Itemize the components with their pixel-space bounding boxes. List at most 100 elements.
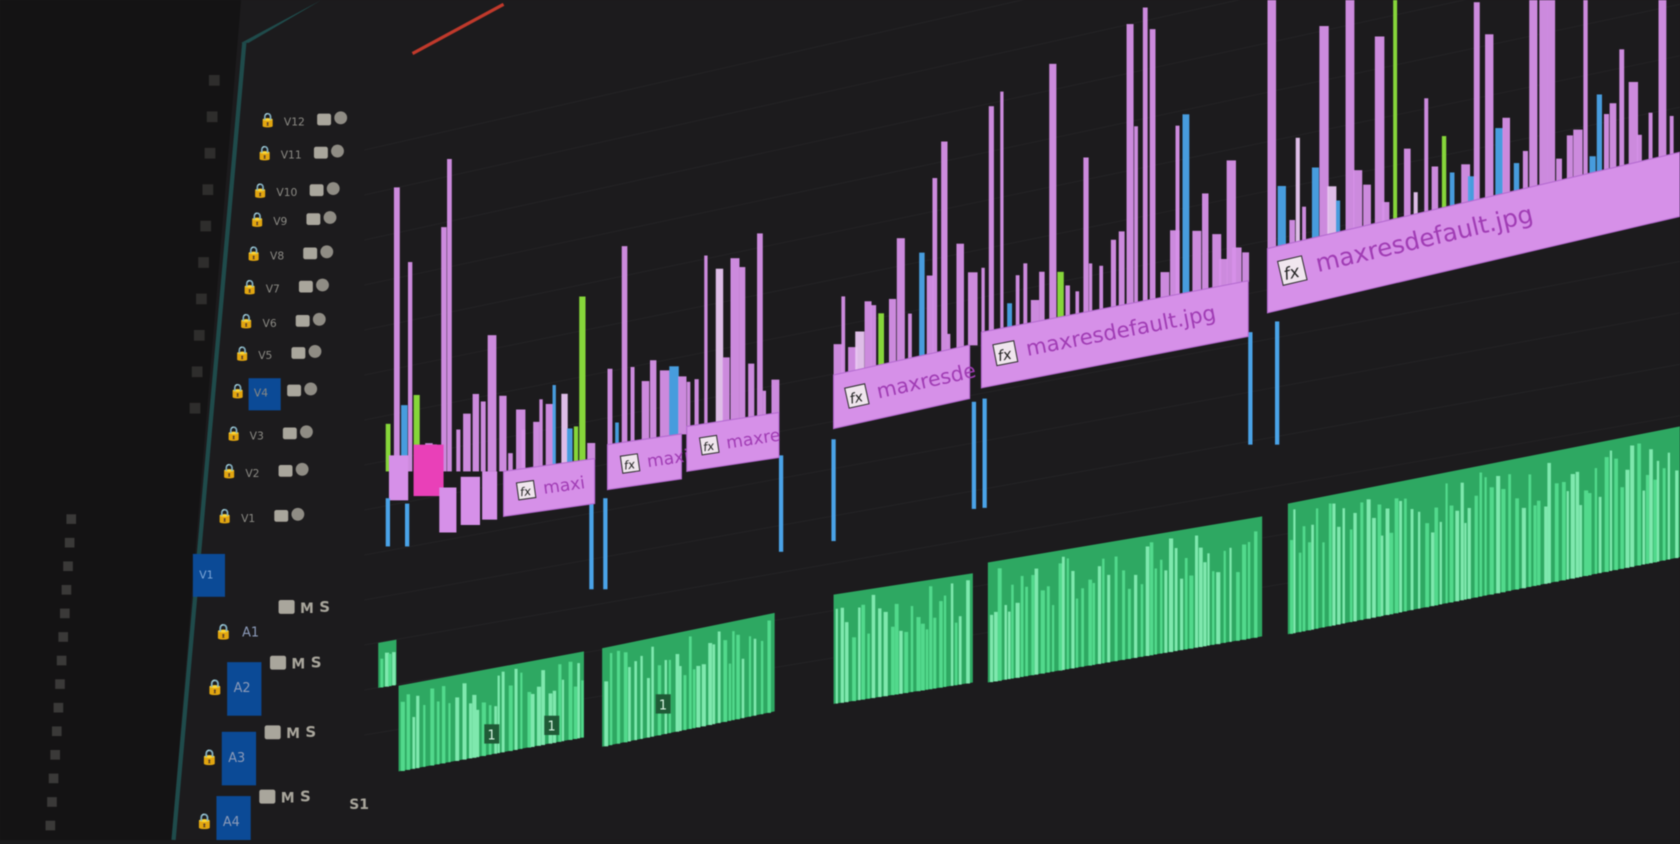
clip-stack-bar[interactable]: [1573, 130, 1582, 177]
sync-lock-icon[interactable]: [314, 147, 328, 159]
clip-stack-bar[interactable]: [1529, 0, 1537, 187]
sync-lock-icon[interactable]: [317, 114, 331, 126]
adjustment-marker[interactable]: [1275, 321, 1279, 444]
panel-tool-icon[interactable]: [46, 821, 56, 831]
eye-icon[interactable]: [327, 182, 340, 195]
clip-stack-bar[interactable]: [1442, 136, 1446, 208]
mute-button[interactable]: M: [281, 791, 295, 807]
clip-stack-bar[interactable]: [660, 370, 670, 437]
clip-stack-bar[interactable]: [473, 394, 479, 471]
clip-stack-bar[interactable]: [947, 334, 950, 350]
lock-icon[interactable]: 🔒: [245, 246, 262, 262]
lock-icon[interactable]: 🔒: [229, 383, 246, 399]
clip-stack-bar[interactable]: [533, 422, 539, 467]
clip-stack-bar[interactable]: [1296, 138, 1300, 242]
clip-stack-bar[interactable]: [615, 422, 619, 443]
clip-stack-bar[interactable]: [561, 394, 567, 463]
eye-icon[interactable]: [320, 245, 333, 258]
clip-stack-bar[interactable]: [1590, 156, 1596, 173]
clip-stack-bar[interactable]: [1382, 202, 1389, 222]
clip-stack-bar[interactable]: [897, 238, 905, 361]
clip-stack-bar[interactable]: [1089, 263, 1092, 311]
clip-stack-bar[interactable]: [1649, 113, 1653, 160]
solo-button[interactable]: S: [319, 598, 330, 616]
clip-stack-bar[interactable]: [1424, 98, 1428, 212]
clip-stack-bar[interactable]: [488, 335, 497, 471]
clip-stack-bar[interactable]: [567, 428, 573, 462]
panel-tool-icon[interactable]: [49, 774, 59, 784]
clip-stack-bar[interactable]: [723, 357, 730, 421]
clip-stack-bar[interactable]: [574, 426, 578, 461]
clip-stack-bar[interactable]: [1143, 8, 1148, 301]
clip-stack-bar[interactable]: [1192, 231, 1201, 292]
voice-over-icon[interactable]: [259, 790, 275, 804]
panel-tool-icon[interactable]: [55, 679, 65, 689]
panel-tool-icon[interactable]: [63, 561, 73, 571]
clip-stack-bar[interactable]: [1375, 36, 1385, 223]
clip-stack-bar[interactable]: [704, 256, 707, 424]
eye-icon[interactable]: [304, 383, 317, 396]
clip-stack-bar[interactable]: [1111, 240, 1116, 307]
adjustment-marker[interactable]: [589, 504, 593, 590]
clip-stack-bar[interactable]: [695, 379, 699, 425]
clip-stack-bar[interactable]: [1610, 103, 1617, 168]
solo-button[interactable]: S: [300, 787, 311, 805]
lock-icon[interactable]: 🔒: [225, 426, 242, 442]
clip-stack-bar[interactable]: [1336, 201, 1340, 233]
clip-stack-bar[interactable]: [1659, 0, 1667, 157]
lock-icon[interactable]: 🔒: [241, 279, 258, 295]
panel-tool-icon[interactable]: [54, 703, 64, 713]
clip-stack-bar[interactable]: [579, 297, 585, 461]
clip-stack-bar[interactable]: [1327, 186, 1336, 234]
clip-stack-bar[interactable]: [1031, 300, 1039, 323]
clip-stack-bar[interactable]: [1353, 170, 1362, 228]
eye-icon[interactable]: [316, 279, 329, 292]
eye-icon[interactable]: [313, 313, 326, 326]
clip-stack-bar[interactable]: [622, 246, 628, 442]
adjustment-marker[interactable]: [1248, 332, 1252, 445]
clip-stack-bar[interactable]: [408, 262, 412, 471]
clip-stack-bar[interactable]: [771, 380, 779, 414]
clip-stack-bar[interactable]: [642, 381, 650, 440]
solo-button[interactable]: S: [311, 654, 322, 672]
clip-stack-bar[interactable]: [631, 367, 635, 441]
clip-stack-bar[interactable]: [499, 396, 506, 472]
lock-icon[interactable]: 🔒: [221, 464, 238, 480]
clip-stack-bar[interactable]: [989, 106, 994, 331]
clip-stack-bar[interactable]: [1404, 149, 1411, 217]
clip-stack-bar[interactable]: [1637, 135, 1642, 162]
clip-stack-bar[interactable]: [1474, 2, 1480, 200]
clip-stack-bar[interactable]: [932, 178, 937, 353]
lock-icon[interactable]: 🔒: [195, 812, 214, 830]
clip-stack-bar[interactable]: [1547, 0, 1555, 183]
clip-stack-bar[interactable]: [1363, 185, 1371, 227]
clip-stack-bar[interactable]: [1312, 167, 1319, 238]
clip-stack-bar[interactable]: [1619, 49, 1624, 166]
clip-stack-bar[interactable]: [1219, 259, 1227, 286]
timeline-tool-icon[interactable]: [209, 75, 220, 86]
lock-icon[interactable]: 🔒: [259, 112, 276, 128]
clip-stack-bar[interactable]: [447, 159, 452, 471]
lock-icon[interactable]: 🔒: [200, 748, 219, 766]
clip-stack-bar[interactable]: [1432, 166, 1439, 210]
clip-stack-bar[interactable]: [441, 227, 446, 471]
clip-stack-bar[interactable]: [878, 313, 884, 365]
adjustment-marker[interactable]: [779, 455, 783, 551]
clip-stack-bar[interactable]: [508, 453, 513, 471]
clip-stack-bar[interactable]: [748, 364, 754, 418]
timeline-tool-icon[interactable]: [203, 184, 214, 195]
panel-tool-icon[interactable]: [52, 726, 62, 736]
clip-stack-bar[interactable]: [841, 296, 845, 373]
solo-button[interactable]: S: [305, 723, 316, 741]
panel-tool-icon[interactable]: [58, 632, 68, 642]
sync-lock-icon[interactable]: [279, 465, 293, 477]
clip-stack-bar[interactable]: [941, 142, 947, 352]
clip-stack-bar[interactable]: [1556, 159, 1562, 181]
clip-stack-bar[interactable]: [1502, 118, 1510, 194]
sync-lock-icon[interactable]: [310, 184, 324, 196]
audio-clip[interactable]: [378, 640, 396, 688]
timeline-tool-icon[interactable]: [207, 111, 218, 122]
clip-stack-bar[interactable]: [1629, 82, 1638, 164]
clip-stack-bar[interactable]: [687, 382, 691, 427]
clip-stack-bar[interactable]: [1134, 126, 1138, 302]
